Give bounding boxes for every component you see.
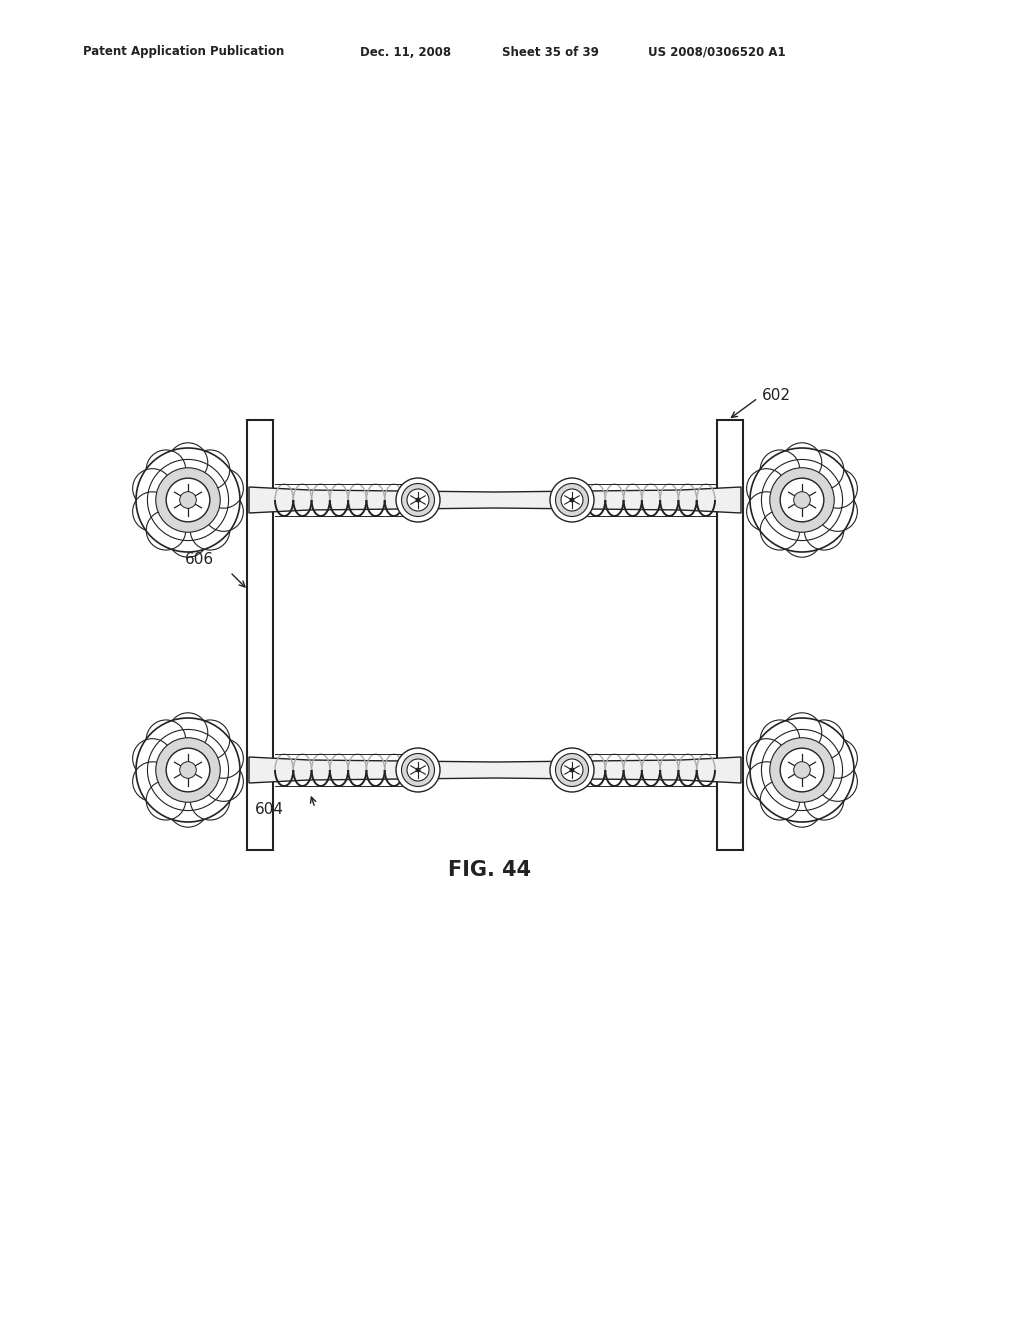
Circle shape <box>794 491 810 508</box>
Circle shape <box>818 469 857 508</box>
Circle shape <box>168 442 208 482</box>
Circle shape <box>794 762 810 779</box>
Circle shape <box>146 450 185 490</box>
Text: 606: 606 <box>185 553 214 568</box>
Circle shape <box>166 478 210 521</box>
Circle shape <box>804 719 844 759</box>
Circle shape <box>782 517 821 557</box>
Circle shape <box>561 488 583 511</box>
Circle shape <box>166 748 210 792</box>
Circle shape <box>818 492 857 532</box>
Circle shape <box>190 719 229 759</box>
Circle shape <box>190 511 229 550</box>
Text: 604: 604 <box>255 803 284 817</box>
Circle shape <box>179 762 197 779</box>
Circle shape <box>770 738 835 803</box>
Circle shape <box>561 759 583 781</box>
Circle shape <box>770 467 835 532</box>
Circle shape <box>204 762 244 801</box>
Circle shape <box>555 483 589 516</box>
Circle shape <box>760 780 800 820</box>
Circle shape <box>746 739 786 779</box>
Circle shape <box>407 759 429 781</box>
Circle shape <box>570 498 573 502</box>
Circle shape <box>190 780 229 820</box>
Circle shape <box>146 511 185 550</box>
Circle shape <box>204 739 244 779</box>
Circle shape <box>204 469 244 508</box>
Circle shape <box>570 768 573 772</box>
Bar <box>146 762 208 779</box>
Bar <box>782 491 844 510</box>
Circle shape <box>818 762 857 801</box>
Circle shape <box>782 788 821 828</box>
Circle shape <box>416 498 420 502</box>
Circle shape <box>133 739 172 779</box>
Text: US 2008/0306520 A1: US 2008/0306520 A1 <box>648 45 785 58</box>
Bar <box>782 762 844 779</box>
Circle shape <box>156 467 220 532</box>
Circle shape <box>146 719 185 759</box>
Text: Dec. 11, 2008: Dec. 11, 2008 <box>360 45 452 58</box>
Text: Patent Application Publication: Patent Application Publication <box>83 45 285 58</box>
Circle shape <box>804 450 844 490</box>
Circle shape <box>168 788 208 828</box>
Circle shape <box>746 492 786 532</box>
Circle shape <box>179 491 197 508</box>
Circle shape <box>416 768 420 772</box>
Circle shape <box>782 713 821 752</box>
Bar <box>146 491 208 510</box>
Circle shape <box>746 762 786 801</box>
Polygon shape <box>249 756 741 783</box>
Bar <box>247 420 273 850</box>
Circle shape <box>401 754 434 787</box>
Circle shape <box>782 442 821 482</box>
Circle shape <box>780 478 824 521</box>
Circle shape <box>133 469 172 508</box>
Circle shape <box>396 748 440 792</box>
Circle shape <box>780 748 824 792</box>
Circle shape <box>760 719 800 759</box>
Circle shape <box>146 780 185 820</box>
Circle shape <box>407 488 429 511</box>
Polygon shape <box>249 487 741 513</box>
Circle shape <box>133 762 172 801</box>
Circle shape <box>550 478 594 521</box>
Circle shape <box>396 478 440 521</box>
Circle shape <box>190 450 229 490</box>
Circle shape <box>760 450 800 490</box>
Bar <box>717 420 743 850</box>
Circle shape <box>168 517 208 557</box>
Text: 602: 602 <box>762 388 791 403</box>
Circle shape <box>555 754 589 787</box>
Circle shape <box>804 511 844 550</box>
Circle shape <box>550 748 594 792</box>
Circle shape <box>204 492 244 532</box>
Circle shape <box>133 492 172 532</box>
Circle shape <box>746 469 786 508</box>
Text: Sheet 35 of 39: Sheet 35 of 39 <box>502 45 599 58</box>
Circle shape <box>156 738 220 803</box>
Circle shape <box>401 483 434 516</box>
Circle shape <box>818 739 857 779</box>
Circle shape <box>168 713 208 752</box>
Circle shape <box>760 511 800 550</box>
Text: FIG. 44: FIG. 44 <box>449 861 531 880</box>
Circle shape <box>804 780 844 820</box>
